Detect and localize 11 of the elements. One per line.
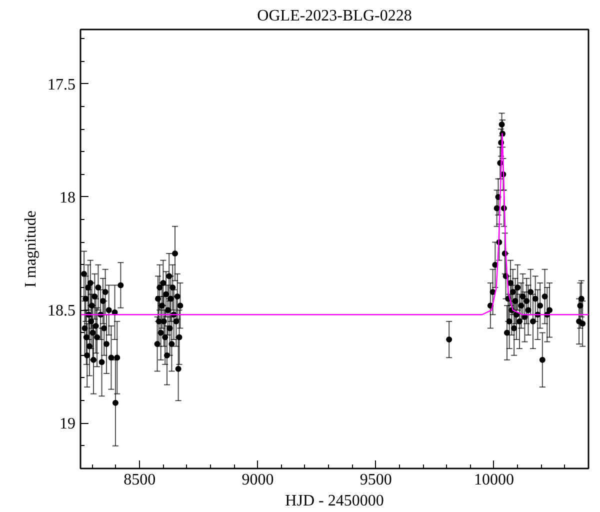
x-axis-title: HJD - 2450000 — [285, 492, 384, 510]
chart-title: OGLE-2023-BLG-0228 — [257, 8, 412, 24]
y-tick-label: 18 — [60, 189, 76, 206]
x-tick-label: 10000 — [474, 472, 514, 488]
y-tick-label: 18.5 — [48, 302, 76, 320]
y-axis-title: I magnitude — [22, 210, 40, 288]
x-tick-label: 9500 — [360, 472, 392, 488]
x-tick-label: 8500 — [124, 472, 156, 488]
y-tick-label: 17.5 — [48, 76, 76, 94]
y-tick-label: 19 — [60, 416, 76, 433]
x-tick-label: 9000 — [242, 472, 274, 488]
